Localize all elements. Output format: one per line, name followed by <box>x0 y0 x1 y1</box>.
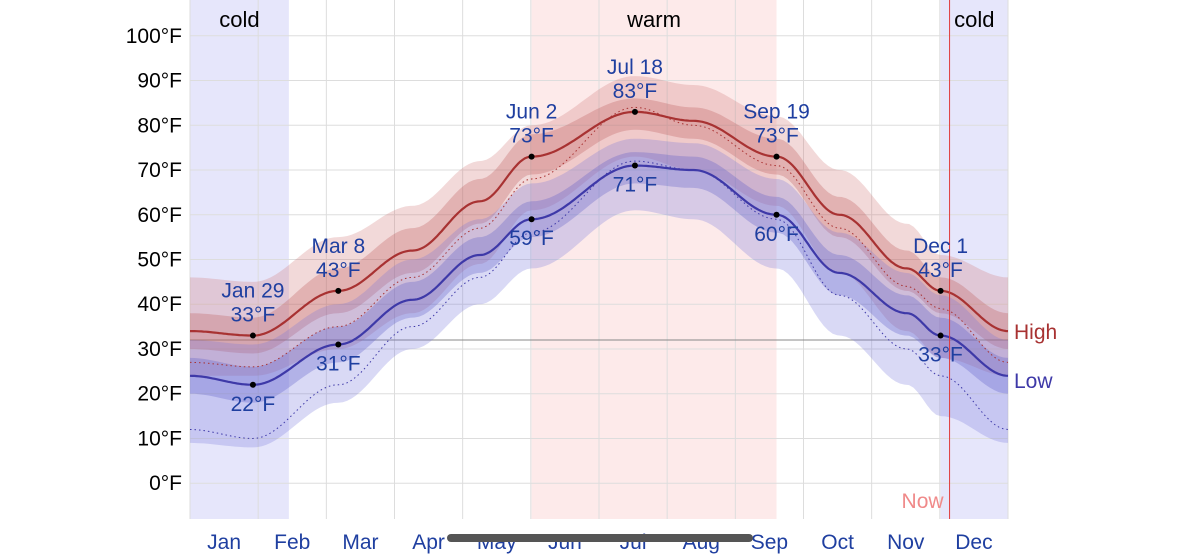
annotation-point <box>249 381 256 388</box>
annotation-value: 73°F <box>754 125 799 148</box>
season-label-cold: cold <box>954 7 994 32</box>
series-lines <box>189 106 1009 440</box>
y-tick-label: 50°F <box>137 249 182 272</box>
y-tick-label: 100°F <box>126 25 182 48</box>
grid <box>189 0 1009 519</box>
y-tick-label: 20°F <box>137 383 182 406</box>
band-high-p25_p75 <box>190 98 1008 354</box>
annotation-date: Mar 8 <box>311 235 365 258</box>
y-tick-label: 40°F <box>137 293 182 316</box>
line-low <box>189 164 1009 386</box>
band-high-p10_p90 <box>190 76 1008 376</box>
line-high <box>190 110 1009 337</box>
annotation-points <box>249 0 951 519</box>
annotation-point <box>249 332 256 339</box>
month-label-nov: Nov <box>887 531 925 554</box>
annotation-value: 73°F <box>509 125 554 148</box>
annotation-value: 83°F <box>613 80 658 103</box>
annotation-point <box>528 153 535 160</box>
month-label-mar: Mar <box>342 531 378 554</box>
annotation-point <box>335 287 342 294</box>
chart-labels: cold warm cold 0°F 10°F 20°F 30°F 40°F 50°F 60°F 7… <box>126 7 1057 554</box>
annotation-value: 43°F <box>918 259 963 282</box>
annotation-date: Sep 19 <box>743 101 810 124</box>
annotation-value: 33°F <box>918 344 963 367</box>
legend-low: Low <box>1014 370 1053 393</box>
annotation-point <box>528 216 535 223</box>
month-label-oct: Oct <box>821 531 854 554</box>
annotation-date: Dec 1 <box>913 235 968 258</box>
annotation-value: 59°F <box>509 227 554 250</box>
y-tick-label: 70°F <box>137 159 182 182</box>
season-label-cold: cold <box>219 7 259 32</box>
y-tick-label: 10°F <box>137 427 182 450</box>
y-tick-label: 60°F <box>137 204 182 227</box>
annotation-point <box>773 211 780 218</box>
annotation-value: 22°F <box>231 393 276 416</box>
annotation-value: 31°F <box>316 353 361 376</box>
annotation-value: 43°F <box>316 259 361 282</box>
y-tick-label: 0°F <box>149 472 182 495</box>
month-label-apr: Apr <box>412 531 445 554</box>
season-label-warm: warm <box>626 7 681 32</box>
legend-high: High <box>1014 321 1057 344</box>
annotation-point <box>631 108 638 115</box>
month-label-sep: Sep <box>751 531 788 554</box>
annotation-point <box>937 287 944 294</box>
now-label: Now <box>902 490 945 513</box>
month-label-jan: Jan <box>207 531 241 554</box>
annotation-value: 60°F <box>754 223 799 246</box>
annotation-date: Jan 29 <box>221 280 284 303</box>
percentile-bands <box>190 76 1008 448</box>
month-label-feb: Feb <box>274 531 310 554</box>
y-tick-label: 30°F <box>137 338 182 361</box>
y-tick-label: 90°F <box>137 70 182 93</box>
annotation-point <box>631 162 638 169</box>
annotation-value: 33°F <box>231 304 276 327</box>
annotation-date: Jul 18 <box>607 56 663 79</box>
annotation-value: 71°F <box>613 174 658 197</box>
y-tick-label: 80°F <box>137 114 182 137</box>
annotation-point <box>335 341 342 348</box>
band-low-p25_p75 <box>190 152 1008 403</box>
annotation-date: Jun 2 <box>506 101 557 124</box>
annotation-point <box>773 153 780 160</box>
band-low-p10_p90 <box>190 138 1008 448</box>
month-label-dec: Dec <box>955 531 992 554</box>
annotation-point <box>937 332 944 339</box>
horizontal-scrollbar[interactable] <box>447 534 753 542</box>
